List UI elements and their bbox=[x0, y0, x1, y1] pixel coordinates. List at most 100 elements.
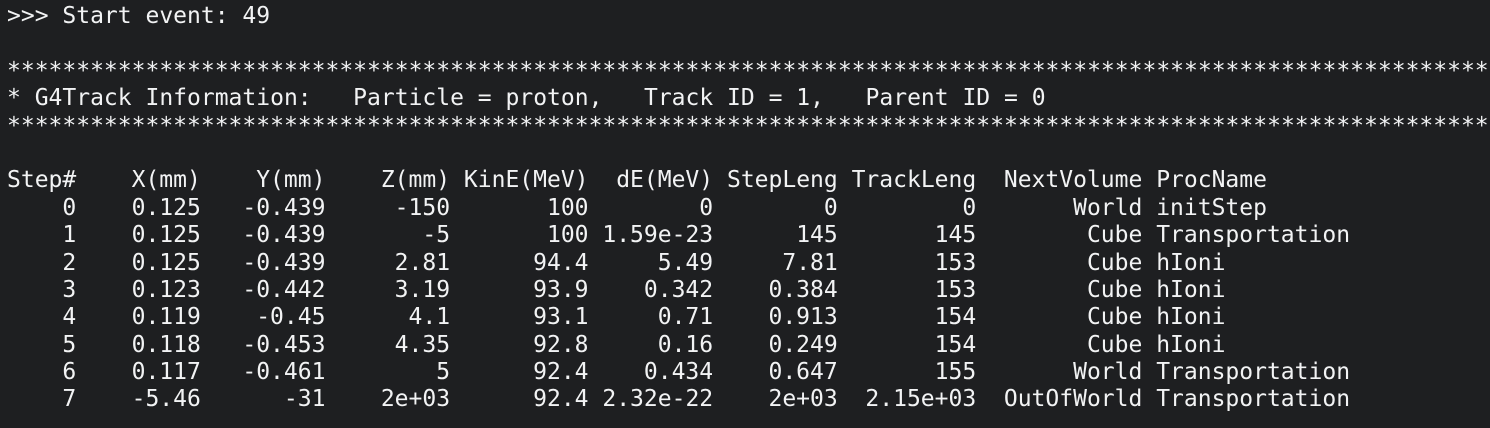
cell-de: 2.32e-22 bbox=[602, 386, 714, 413]
cell-x: 0.123 bbox=[131, 276, 201, 303]
cell-de: 0 bbox=[699, 194, 714, 221]
cell-kine: 92.4 bbox=[533, 386, 589, 413]
cell-y: -0.439 bbox=[242, 194, 326, 221]
table-row: 5 0.118 -0.453 4.35 92.8 0.16 0.249 154 … bbox=[7, 332, 1490, 359]
cell-step: 1 bbox=[62, 222, 77, 249]
cell-kine: 93.9 bbox=[533, 276, 589, 303]
cell-z: 3.19 bbox=[394, 276, 451, 303]
col-header-nextvolume: NextVolume bbox=[1003, 167, 1143, 194]
cell-nextvolume: Cube bbox=[1086, 331, 1143, 358]
cell-z: 2.81 bbox=[394, 249, 451, 276]
cell-trackleng: 153 bbox=[934, 249, 977, 276]
cell-procname: hIoni bbox=[1156, 304, 1226, 331]
cell-trackleng: 0 bbox=[962, 194, 977, 221]
table-row: 1 0.125 -0.439 -5 100 1.59e-23 145 145 C… bbox=[7, 222, 1490, 249]
cell-y: -0.439 bbox=[242, 222, 326, 249]
cell-kine: 100 bbox=[546, 194, 589, 221]
col-header-de: dE(MeV) bbox=[616, 167, 714, 194]
cell-y: -0.453 bbox=[242, 331, 326, 358]
cell-nextvolume: Cube bbox=[1086, 276, 1143, 303]
cell-stepleng: 0.249 bbox=[768, 331, 838, 358]
banner-line-bottom: ****************************************… bbox=[7, 112, 1489, 139]
cell-step: 4 bbox=[62, 304, 77, 331]
start-event-line: >>> Start event: 49 bbox=[7, 3, 271, 29]
cell-x: 0.125 bbox=[131, 249, 201, 276]
cell-de: 0.71 bbox=[657, 304, 714, 331]
cell-stepleng: 7.81 bbox=[782, 249, 838, 276]
cell-nextvolume: Cube bbox=[1086, 249, 1143, 276]
cell-trackleng: 155 bbox=[934, 359, 977, 386]
col-header-stepleng: StepLeng bbox=[726, 167, 838, 194]
cell-y: -0.439 bbox=[242, 249, 326, 276]
track-info-line: * G4Track Information: Particle = proton… bbox=[7, 85, 1046, 112]
cell-procname: hIoni bbox=[1156, 276, 1226, 303]
cell-y: -0.442 bbox=[242, 276, 326, 303]
col-header-kine: KinE(MeV) bbox=[463, 167, 589, 194]
col-header-procname: ProcName bbox=[1156, 167, 1267, 194]
cell-z: 5 bbox=[436, 359, 451, 386]
cell-stepleng: 0.647 bbox=[768, 359, 838, 386]
cell-step: 5 bbox=[62, 331, 77, 358]
cell-nextvolume: Cube bbox=[1086, 304, 1143, 331]
cell-de: 5.49 bbox=[657, 249, 714, 276]
cell-stepleng: 0.384 bbox=[768, 276, 838, 303]
cell-de: 0.434 bbox=[643, 359, 714, 386]
cell-step: 3 bbox=[62, 276, 77, 303]
cell-step: 7 bbox=[62, 386, 77, 413]
cell-step: 6 bbox=[62, 359, 77, 386]
cell-x: 0.117 bbox=[131, 359, 201, 386]
step-table-body: 0 0.125 -0.439 -150 100 0 0 0 World init… bbox=[7, 195, 1490, 414]
col-header-y: Y(mm) bbox=[256, 167, 326, 194]
cell-stepleng: 0.913 bbox=[768, 304, 838, 331]
cell-z: -150 bbox=[394, 194, 451, 221]
cell-trackleng: 154 bbox=[934, 331, 977, 358]
cell-nextvolume: Cube bbox=[1086, 222, 1143, 249]
cell-trackleng: 154 bbox=[934, 304, 977, 331]
col-header-x: X(mm) bbox=[131, 167, 201, 194]
cell-x: 0.125 bbox=[131, 194, 201, 221]
cell-x: 0.119 bbox=[131, 304, 201, 331]
cell-stepleng: 0 bbox=[823, 194, 838, 221]
cell-de: 0.342 bbox=[643, 276, 714, 303]
cell-z: 4.1 bbox=[408, 304, 451, 331]
cell-x: 0.125 bbox=[131, 222, 201, 249]
cell-de: 1.59e-23 bbox=[602, 222, 714, 249]
cell-y: -0.45 bbox=[256, 304, 326, 331]
cell-stepleng: 2e+03 bbox=[768, 386, 838, 413]
table-row: 6 0.117 -0.461 5 92.4 0.434 0.647 155 Wo… bbox=[7, 359, 1490, 386]
table-row: 0 0.125 -0.439 -150 100 0 0 0 World init… bbox=[7, 195, 1490, 222]
cell-kine: 100 bbox=[546, 222, 589, 249]
cell-y: -31 bbox=[283, 386, 326, 413]
cell-nextvolume: World bbox=[1073, 359, 1143, 386]
cell-kine: 94.4 bbox=[533, 249, 589, 276]
cell-kine: 92.4 bbox=[533, 359, 589, 386]
cell-nextvolume: OutOfWorld bbox=[1003, 386, 1143, 413]
cell-trackleng: 2.15e+03 bbox=[865, 386, 977, 413]
cell-step: 2 bbox=[62, 249, 77, 276]
cell-z: -5 bbox=[422, 222, 451, 249]
cell-procname: Transportation bbox=[1156, 386, 1351, 413]
blank-line bbox=[7, 30, 1490, 57]
cell-x: 0.118 bbox=[131, 331, 201, 358]
table-row: 7 -5.46 -31 2e+03 92.4 2.32e-22 2e+03 2.… bbox=[7, 386, 1490, 413]
cell-trackleng: 153 bbox=[934, 276, 977, 303]
step-table-header-row: Step# X(mm) Y(mm) Z(mm) KinE(MeV) dE(MeV… bbox=[7, 167, 1490, 194]
cell-procname: hIoni bbox=[1156, 249, 1226, 276]
cell-trackleng: 145 bbox=[934, 222, 977, 249]
cell-nextvolume: World bbox=[1073, 194, 1143, 221]
cell-procname: hIoni bbox=[1156, 331, 1226, 358]
cell-x: -5.46 bbox=[131, 386, 201, 413]
cell-stepleng: 145 bbox=[796, 222, 838, 249]
banner-line-top: ****************************************… bbox=[7, 57, 1489, 84]
cell-procname: Transportation bbox=[1156, 222, 1351, 249]
cell-de: 0.16 bbox=[657, 331, 714, 358]
blank-line bbox=[7, 140, 1490, 167]
cell-y: -0.461 bbox=[242, 359, 326, 386]
cell-kine: 93.1 bbox=[533, 304, 589, 331]
table-row: 2 0.125 -0.439 2.81 94.4 5.49 7.81 153 C… bbox=[7, 250, 1490, 277]
cell-procname: Transportation bbox=[1156, 359, 1351, 386]
cell-kine: 92.8 bbox=[533, 331, 589, 358]
table-row: 4 0.119 -0.45 4.1 93.1 0.71 0.913 154 Cu… bbox=[7, 304, 1490, 331]
cell-procname: initStep bbox=[1156, 194, 1267, 221]
